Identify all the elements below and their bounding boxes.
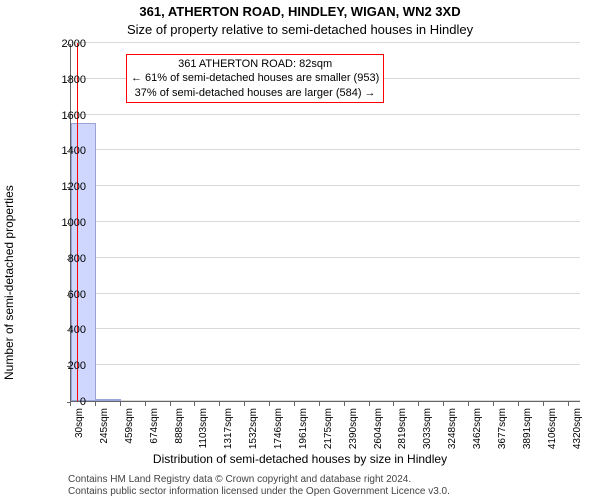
y-tick-mark (67, 80, 71, 81)
gridline (71, 42, 580, 43)
x-tick-mark (568, 402, 569, 406)
chart-title-line1: 361, ATHERTON ROAD, HINDLEY, WIGAN, WN2 … (0, 4, 600, 19)
x-tick-mark (369, 402, 370, 406)
x-tick-label: 459sqm (124, 408, 135, 452)
y-tick-mark (67, 44, 71, 45)
x-tick-label: 1317sqm (223, 408, 234, 452)
x-tick-mark (219, 402, 220, 406)
y-tick-mark (67, 259, 71, 260)
x-tick-label: 1532sqm (248, 408, 259, 452)
x-tick-mark (70, 402, 71, 406)
annotation-line: 361 ATHERTON ROAD: 82sqm (131, 57, 379, 71)
y-tick-label: 200 (36, 360, 86, 372)
y-tick-label: 600 (36, 289, 86, 301)
x-tick-mark (443, 402, 444, 406)
gridline (71, 185, 580, 186)
x-tick-label: 2390sqm (348, 408, 359, 452)
y-tick-label: 0 (36, 396, 86, 408)
y-tick-mark (67, 116, 71, 117)
gridline (71, 149, 580, 150)
x-tick-label: 1746sqm (273, 408, 284, 452)
x-tick-label: 3677sqm (497, 408, 508, 452)
x-tick-label: 4320sqm (572, 408, 583, 452)
x-tick-label: 1103sqm (198, 408, 209, 452)
footer-line-1: Contains HM Land Registry data © Crown c… (68, 474, 450, 486)
annotation-line: ← 61% of semi-detached houses are smalle… (131, 71, 379, 85)
x-tick-label: 2604sqm (373, 408, 384, 452)
y-tick-mark (67, 223, 71, 224)
x-tick-mark (95, 402, 96, 406)
y-tick-label: 1200 (36, 181, 86, 193)
footer-line-2: Contains public sector information licen… (68, 486, 450, 498)
gridline (71, 364, 580, 365)
y-tick-mark (67, 295, 71, 296)
x-tick-mark (269, 402, 270, 406)
x-tick-mark (493, 402, 494, 406)
x-tick-label: 30sqm (74, 408, 85, 452)
x-tick-label: 1961sqm (298, 408, 309, 452)
x-tick-mark (194, 402, 195, 406)
y-tick-mark (67, 187, 71, 188)
chart-footer: Contains HM Land Registry data © Crown c… (68, 474, 450, 497)
x-tick-mark (518, 402, 519, 406)
y-tick-mark (67, 151, 71, 152)
gridline (71, 400, 580, 401)
x-tick-mark (319, 402, 320, 406)
x-tick-label: 3891sqm (522, 408, 533, 452)
x-tick-mark (543, 402, 544, 406)
x-tick-mark (344, 402, 345, 406)
x-tick-mark (120, 402, 121, 406)
y-tick-label: 1000 (36, 217, 86, 229)
x-tick-label: 3033sqm (422, 408, 433, 452)
y-tick-label: 1400 (36, 145, 86, 157)
gridline (71, 328, 580, 329)
x-tick-label: 674sqm (149, 408, 160, 452)
y-tick-label: 2000 (36, 38, 86, 50)
x-tick-label: 2819sqm (397, 408, 408, 452)
x-tick-label: 3248sqm (447, 408, 458, 452)
x-axis-label: Distribution of semi-detached houses by … (0, 452, 600, 466)
x-tick-label: 4106sqm (547, 408, 558, 452)
chart-title-line2: Size of property relative to semi-detach… (0, 22, 600, 37)
histogram-bar (96, 399, 121, 401)
x-tick-label: 3462sqm (472, 408, 483, 452)
gridline (71, 114, 580, 115)
annotation-box: 361 ATHERTON ROAD: 82sqm← 61% of semi-de… (126, 54, 384, 103)
y-axis-label: Number of semi-detached properties (2, 185, 16, 380)
y-tick-mark (67, 330, 71, 331)
y-tick-label: 800 (36, 253, 86, 265)
x-tick-mark (393, 402, 394, 406)
x-tick-label: 2175sqm (323, 408, 334, 452)
gridline (71, 257, 580, 258)
x-tick-mark (145, 402, 146, 406)
gridline (71, 293, 580, 294)
x-tick-mark (294, 402, 295, 406)
x-tick-label: 245sqm (99, 408, 110, 452)
x-tick-mark (244, 402, 245, 406)
x-tick-label: 888sqm (174, 408, 185, 452)
annotation-line: 37% of semi-detached houses are larger (… (131, 86, 379, 100)
x-tick-mark (468, 402, 469, 406)
y-tick-mark (67, 366, 71, 367)
x-tick-mark (418, 402, 419, 406)
y-tick-label: 1600 (36, 110, 86, 122)
gridline (71, 221, 580, 222)
x-tick-mark (170, 402, 171, 406)
y-tick-label: 400 (36, 324, 86, 336)
y-tick-label: 1800 (36, 74, 86, 86)
